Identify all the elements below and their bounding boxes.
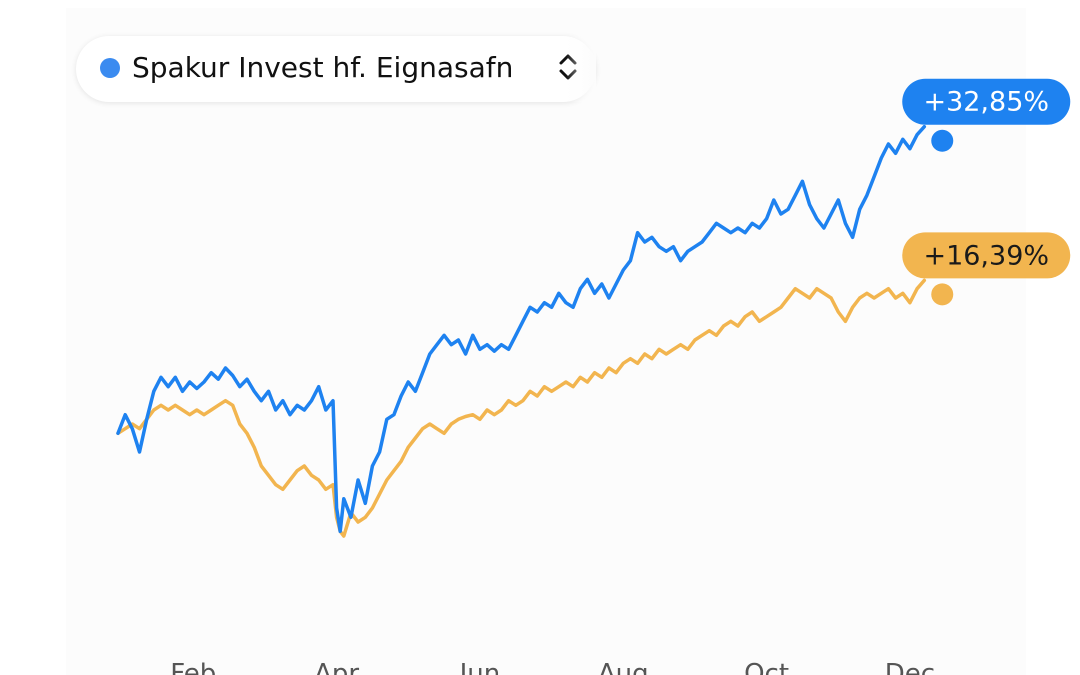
- x-tick-label: Aug: [598, 659, 649, 675]
- series-end-marker-1: [931, 129, 954, 152]
- x-tick-label: Feb: [170, 659, 216, 675]
- x-tick-label: Dec: [885, 659, 935, 675]
- x-tick-label: Jun: [458, 659, 501, 675]
- series-end-marker-2: [931, 283, 954, 306]
- end-label-pill: [902, 232, 1071, 279]
- series-line-1: [116, 124, 927, 534]
- x-tick-label: Apr: [314, 659, 359, 675]
- end-label-text: +16,39%: [923, 240, 1049, 271]
- fund-color-dot: [100, 58, 120, 78]
- fund-selector[interactable]: Spakur Invest hf. Eignasafn: [76, 36, 596, 102]
- series-end-label-2: +16,39%: [902, 232, 1071, 279]
- selector-fade: [566, 36, 596, 102]
- end-label-text: +32,85%: [923, 87, 1049, 118]
- fund-name: Spakur Invest hf. Eignasafn: [132, 51, 514, 84]
- chart-panel: [66, 8, 1026, 675]
- series-line-2: [116, 278, 927, 538]
- end-label-pill: [902, 78, 1071, 125]
- x-tick-label: Oct: [744, 659, 789, 675]
- series-end-label-1: +32,85%: [902, 78, 1071, 125]
